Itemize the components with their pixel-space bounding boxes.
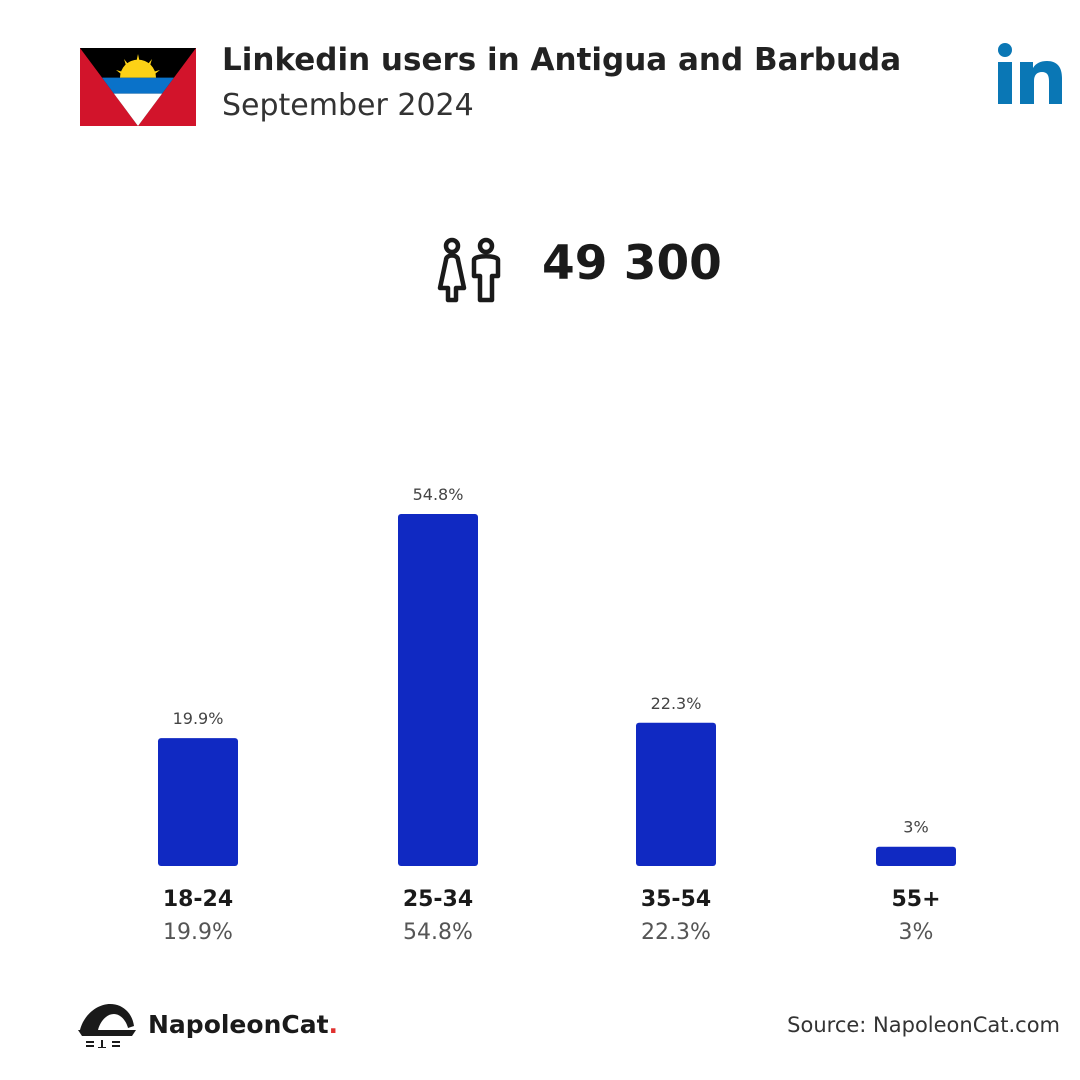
bar-25-34	[398, 514, 478, 866]
category-percent-label: 3%	[899, 920, 934, 945]
category-label: 18-24	[163, 887, 233, 912]
category-label: 35-54	[641, 887, 711, 912]
page-title: Linkedin users in Antigua and Barbuda	[222, 42, 902, 78]
page-subtitle: September 2024	[222, 88, 474, 123]
bar-value-label: 19.9%	[173, 709, 224, 728]
bar-value-label: 54.8%	[413, 485, 464, 504]
bar-value-label: 22.3%	[651, 694, 702, 713]
category-percent-label: 19.9%	[163, 920, 233, 945]
bar-35-54	[636, 722, 716, 866]
category-percent-label: 54.8%	[403, 920, 473, 945]
bar-value-label: 3%	[903, 818, 928, 837]
category-percent-label: 22.3%	[641, 920, 711, 945]
users-total: 49 300	[542, 236, 722, 291]
bar-18-24	[158, 738, 238, 866]
napoleoncat-brand: NapoleonCat.	[76, 1000, 338, 1048]
source-note: Source: NapoleonCat.com	[787, 1013, 1060, 1037]
linkedin-logo-icon	[998, 43, 1062, 104]
category-label: 25-34	[403, 887, 473, 912]
brand-name: NapoleonCat.	[148, 1009, 339, 1039]
age-distribution-bar-chart: 19.9% 18-24 19.9% 54.8% 25-34 54.8% 22.3% 35-54…	[158, 485, 956, 945]
users-icon	[437, 237, 501, 303]
antigua-and-barbuda-flag	[80, 48, 196, 126]
napoleoncat-logo-icon	[78, 1004, 136, 1048]
bar-55+	[876, 846, 956, 866]
category-label: 55+	[891, 887, 940, 912]
